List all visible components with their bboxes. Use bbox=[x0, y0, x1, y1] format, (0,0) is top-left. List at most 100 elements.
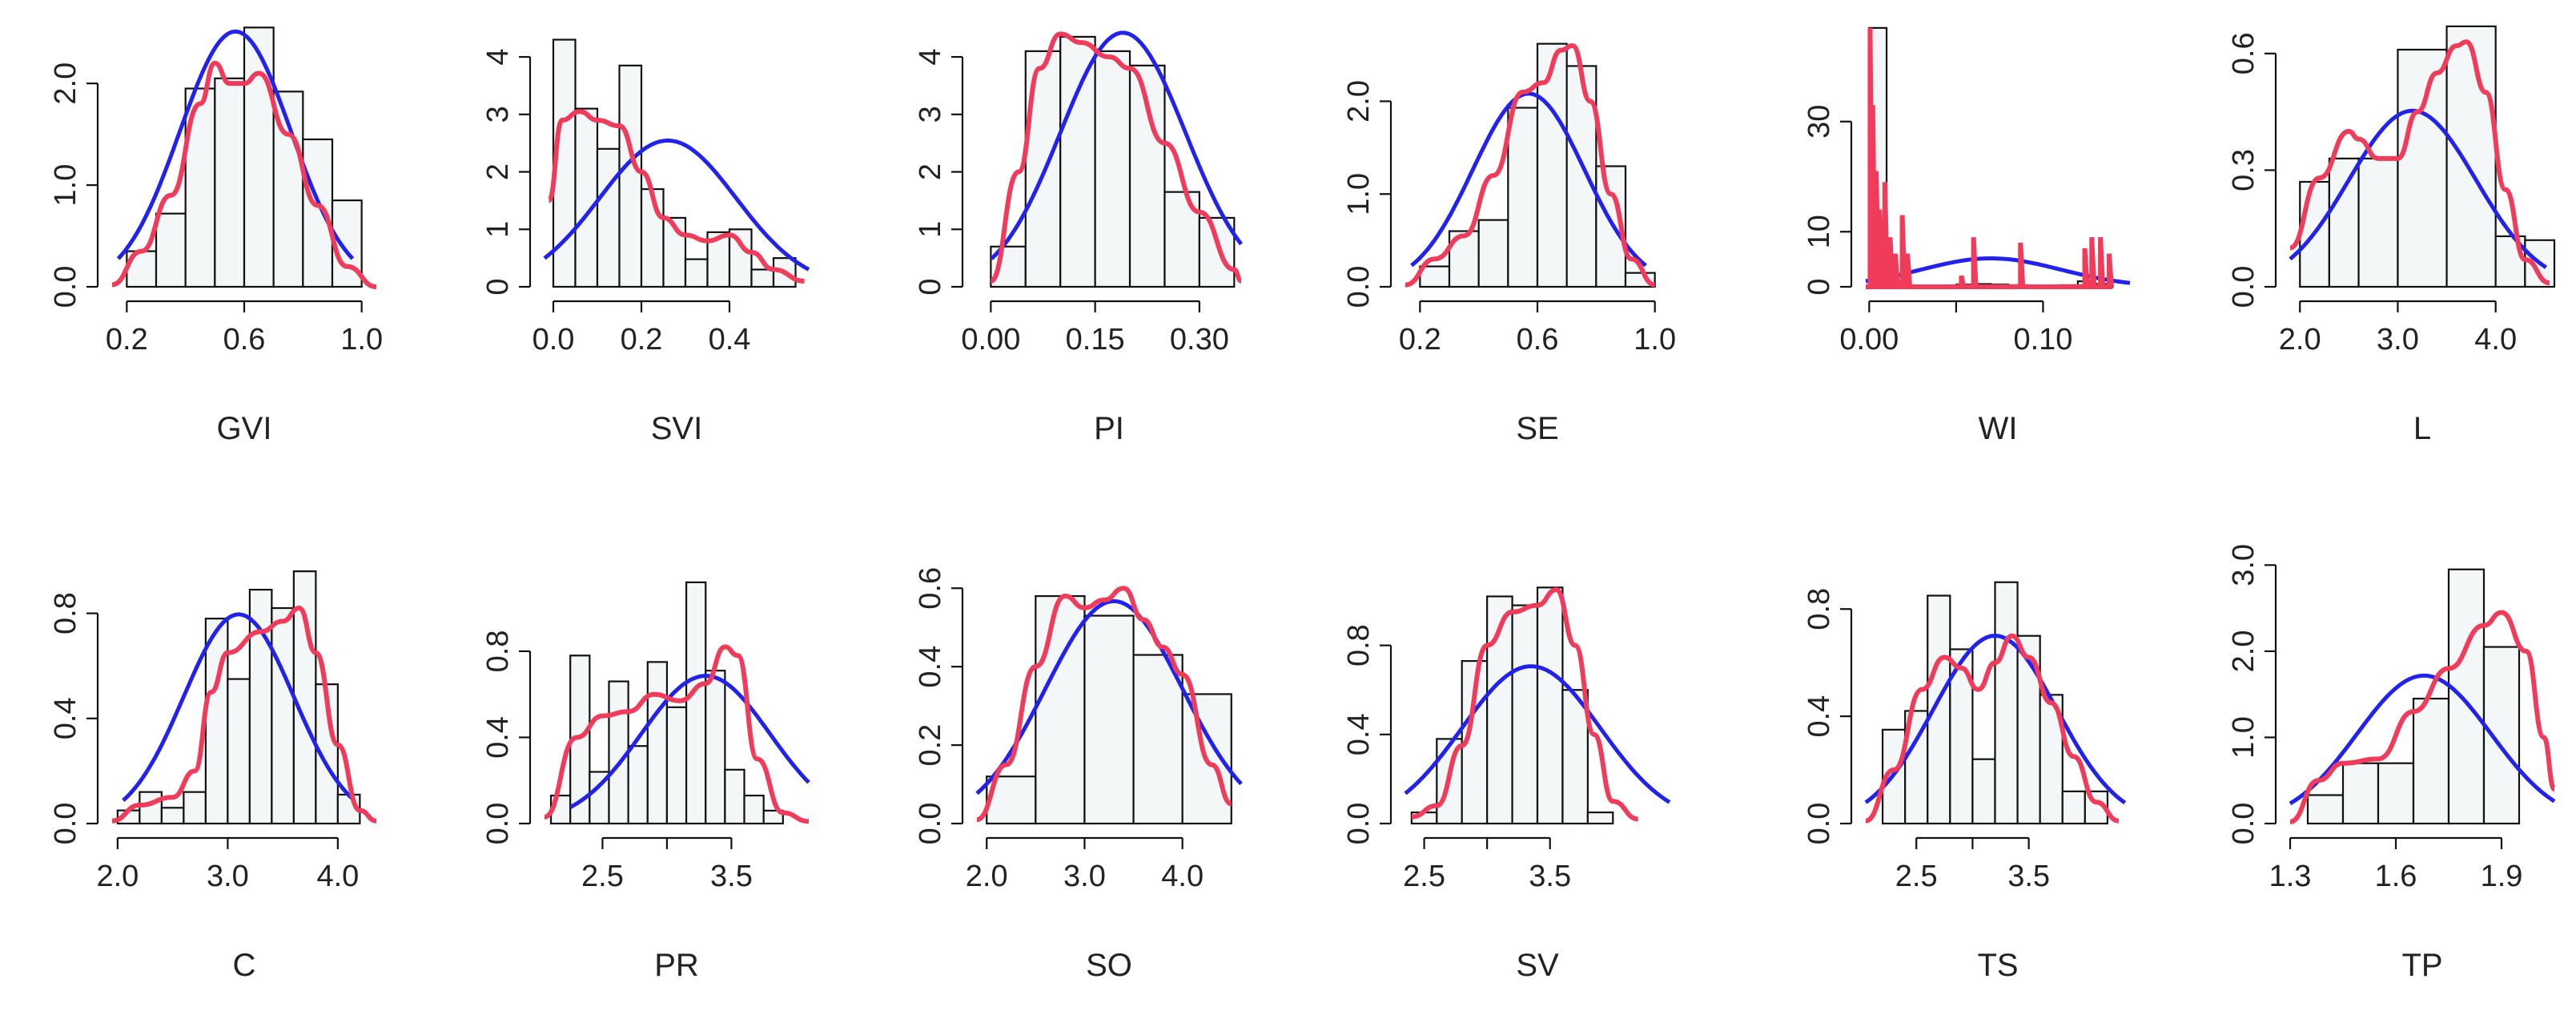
y-tick-label: 0.4 bbox=[481, 716, 515, 759]
x-axis-title: SVI bbox=[651, 411, 702, 446]
y-tick-label: 0 bbox=[481, 278, 515, 295]
histogram-bar bbox=[155, 212, 187, 288]
x-tick-label: 1.6 bbox=[2375, 860, 2417, 893]
y-tick-label: 0.4 bbox=[1802, 695, 1836, 738]
x-tick-label: 0.00 bbox=[1839, 323, 1899, 356]
x-axis-title: SV bbox=[1516, 948, 1559, 983]
y-tick-label: 2.0 bbox=[49, 62, 82, 105]
density-curve bbox=[1411, 587, 1639, 822]
x-axis-title: GVI bbox=[217, 411, 272, 446]
x-tick-label: 3.5 bbox=[2007, 860, 2050, 893]
x-tick-label: 4.0 bbox=[1161, 860, 1204, 893]
normal-curve bbox=[116, 29, 355, 260]
histogram-bar bbox=[724, 768, 745, 825]
y-tick-label: 0.0 bbox=[481, 803, 515, 845]
histogram-bar bbox=[2328, 157, 2360, 288]
y-tick-label: 0.6 bbox=[914, 567, 947, 610]
histogram-bar bbox=[139, 791, 163, 825]
histogram-bar bbox=[2357, 157, 2399, 288]
y-tick-label: 0 bbox=[914, 278, 947, 295]
x-tick-label: 0.30 bbox=[1170, 323, 1229, 356]
histogram-bar bbox=[214, 77, 246, 288]
histogram-bar bbox=[1507, 107, 1539, 288]
normal-curve bbox=[1864, 633, 2127, 805]
x-axis-title: SO bbox=[1086, 948, 1132, 983]
histogram-bar bbox=[271, 606, 295, 825]
x-tick-label: 1.0 bbox=[340, 323, 383, 356]
y-tick-label: 0 bbox=[1802, 278, 1836, 295]
y-tick-label: 0.0 bbox=[2227, 803, 2261, 845]
y-tick-label: 2.0 bbox=[1342, 80, 1376, 123]
histogram-bar bbox=[750, 268, 775, 288]
histogram-bar bbox=[243, 26, 275, 288]
normal-curve bbox=[2289, 673, 2556, 806]
density-curve bbox=[546, 109, 805, 284]
histogram-panel-se: 0.0 1.0 2.0 0.2 0.6 1.0 SE bbox=[1342, 42, 1676, 446]
x-axis-title: WI bbox=[1979, 411, 2018, 446]
x-tick-label: 0.2 bbox=[106, 323, 148, 356]
y-tick-label: 1 bbox=[914, 221, 947, 238]
histogram-bar bbox=[183, 791, 207, 825]
histogram-bar bbox=[684, 258, 709, 288]
normal-curve bbox=[1410, 91, 1647, 268]
y-tick-label: 0.0 bbox=[49, 803, 82, 845]
histogram-bar bbox=[1083, 614, 1135, 825]
x-tick-label: 4.0 bbox=[316, 860, 359, 893]
x-tick-label: 1.9 bbox=[2481, 860, 2523, 893]
density-curve bbox=[111, 606, 377, 824]
x-axis-title: PI bbox=[1094, 411, 1124, 446]
histogram-panel-pr: 0.0 0.4 0.8 2.5 3.5 PR bbox=[481, 581, 810, 983]
histogram-bar bbox=[627, 745, 649, 825]
y-tick-label: 3 bbox=[914, 106, 947, 123]
x-axis-title: C bbox=[233, 948, 256, 983]
y-tick-label: 1.0 bbox=[2227, 716, 2261, 759]
histogram-bar bbox=[1419, 265, 1451, 288]
y-tick-label: 4 bbox=[481, 48, 515, 65]
histogram-bar bbox=[2397, 48, 2448, 288]
histogram-panel-sv: 0.0 0.4 0.8 2.5 3.5 SV bbox=[1342, 586, 1671, 983]
histogram-panel-gvi: 0.0 1.0 2.0 0.2 0.6 1.0 GVI bbox=[49, 26, 383, 446]
histogram-panel-pi: 0 1 2 3 4 0.00 0.15 0.30 PI bbox=[914, 30, 1244, 446]
y-tick-label: 0.0 bbox=[2227, 266, 2261, 308]
x-tick-label: 0.00 bbox=[961, 323, 1020, 356]
y-tick-label: 30 bbox=[1802, 105, 1836, 139]
histogram-bar bbox=[1586, 812, 1614, 825]
x-axis-title: TS bbox=[1977, 948, 2018, 983]
histogram-bar bbox=[574, 107, 599, 288]
y-tick-label: 1 bbox=[481, 221, 515, 238]
histogram-bar bbox=[204, 618, 229, 825]
x-tick-label: 3.5 bbox=[710, 860, 753, 893]
y-tick-label: 0.8 bbox=[481, 630, 515, 673]
x-tick-label: 0.15 bbox=[1066, 323, 1125, 356]
histogram-panel-l: 0.0 0.3 0.6 2.0 3.0 4.0 L bbox=[2227, 25, 2556, 446]
density-curve bbox=[2289, 610, 2557, 824]
histogram-bar bbox=[2341, 762, 2380, 825]
x-tick-label: 1.3 bbox=[2269, 860, 2312, 893]
histogram-bar bbox=[685, 581, 707, 825]
density-curve bbox=[543, 644, 810, 824]
histogram-bar bbox=[1994, 581, 2019, 825]
normal-curve bbox=[569, 674, 810, 809]
x-tick-label: 2.5 bbox=[1895, 860, 1938, 893]
density-curve bbox=[1405, 42, 1656, 288]
histogram-panel-c: 0.0 0.4 0.8 2.0 3.0 4.0 C bbox=[49, 570, 377, 983]
x-tick-label: 3.0 bbox=[1063, 860, 1106, 893]
histogram-bar bbox=[1536, 586, 1564, 825]
y-tick-label: 0.4 bbox=[49, 697, 82, 739]
x-axis-title: SE bbox=[1516, 411, 1558, 446]
x-axis-title: L bbox=[2413, 411, 2431, 446]
density-curve bbox=[111, 60, 377, 289]
histogram-bar bbox=[646, 661, 669, 825]
histogram-bar bbox=[705, 670, 726, 825]
x-tick-label: 2.0 bbox=[2279, 323, 2321, 356]
y-tick-label: 0.4 bbox=[914, 646, 947, 688]
histogram-bar bbox=[2306, 794, 2345, 825]
histogram-bar bbox=[608, 680, 629, 825]
histogram-bar bbox=[1561, 689, 1589, 825]
histogram-bar bbox=[618, 64, 643, 288]
x-tick-label: 0.4 bbox=[709, 323, 751, 356]
x-tick-label: 0.2 bbox=[1399, 323, 1441, 356]
histogram-bar bbox=[1132, 654, 1184, 825]
y-tick-label: 1.0 bbox=[1342, 173, 1376, 215]
